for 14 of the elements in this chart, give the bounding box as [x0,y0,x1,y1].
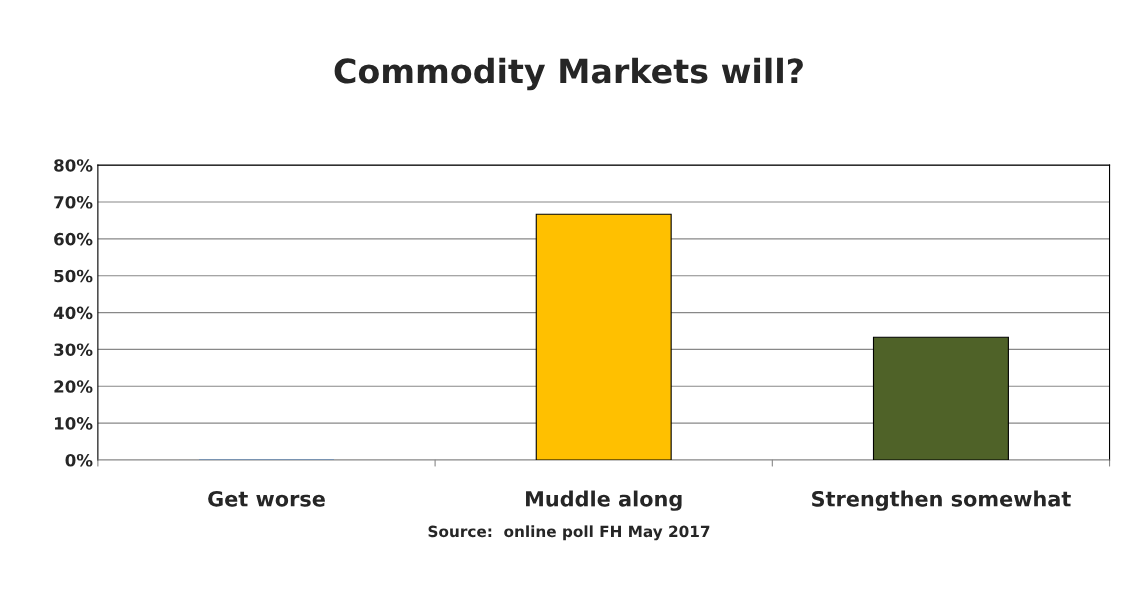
y-tick-label: 40% [53,306,93,320]
x-tick-label: Muddle along [526,490,682,511]
source-note: Source: online poll FH May 2017 [428,525,710,541]
y-tick-label: 80% [54,159,93,172]
y-tick-label: 50% [54,269,93,283]
x-tick-label: Get worse [208,490,325,507]
y-tick-label: 10% [54,417,93,430]
x-tick-label: Strengthen somewhat [812,490,1071,511]
y-tick-label: 30% [54,343,93,356]
y-tick-label: 20% [54,380,93,393]
y-tick-label: 0% [65,453,93,467]
chart-title: Commodity Markets will? [334,57,803,91]
y-tick-label: 70% [54,195,93,209]
y-tick-label: 60% [54,232,93,246]
